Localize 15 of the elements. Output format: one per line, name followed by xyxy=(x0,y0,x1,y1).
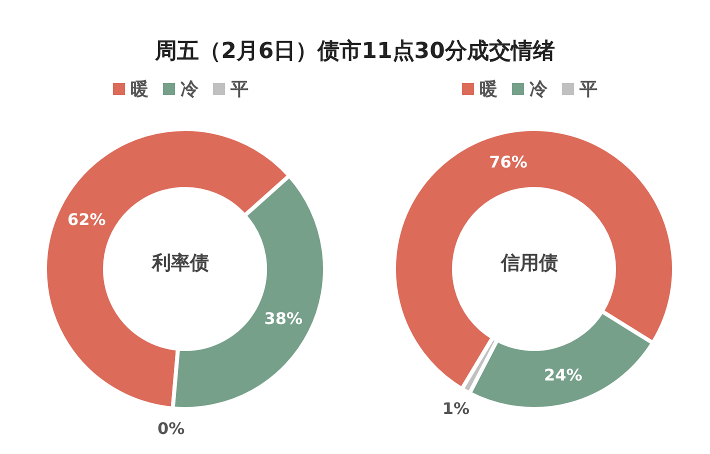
legend-label: 冷 xyxy=(530,78,548,101)
data-label: 62% xyxy=(67,210,106,230)
legend-label: 平 xyxy=(230,78,248,101)
data-label: 76% xyxy=(489,152,528,172)
chart-title: 周五（2月6日）债市11点30分成交情绪 xyxy=(154,38,556,66)
legend-label: 暖 xyxy=(480,78,498,101)
text: 信用债 xyxy=(500,251,559,276)
text: 0% xyxy=(157,418,185,438)
data-label: 24% xyxy=(544,366,582,385)
data-label: 1% xyxy=(442,399,470,418)
text: 利率债 xyxy=(150,251,210,276)
legend-label: 冷 xyxy=(180,78,198,101)
legend-label: 暖 xyxy=(130,78,148,101)
data-label: 38% xyxy=(264,308,303,328)
legend-label: 平 xyxy=(580,78,598,101)
